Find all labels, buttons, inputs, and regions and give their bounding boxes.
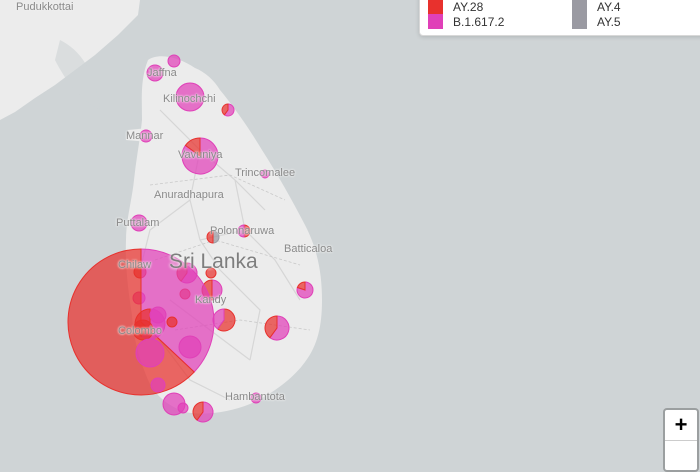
pie-slice xyxy=(296,281,314,299)
pie-slice xyxy=(264,315,278,339)
pie-marker[interactable] xyxy=(205,267,217,279)
pie-marker[interactable] xyxy=(237,224,251,238)
pie-slice xyxy=(216,308,236,332)
place-label-colombo: Colombo xyxy=(118,325,163,337)
pie-slice xyxy=(269,315,290,341)
legend-label: AY.5 xyxy=(597,14,621,29)
place-label-jaffna: Jaffna xyxy=(147,67,177,79)
map-canvas[interactable] xyxy=(0,0,700,450)
legend-swatch-b16172 xyxy=(428,14,443,29)
pie-marker[interactable] xyxy=(135,338,165,368)
place-label-hambantota: Hambantota xyxy=(225,391,285,403)
pie-slice xyxy=(132,319,154,341)
pie-marker[interactable] xyxy=(260,169,270,179)
pie-slice xyxy=(260,169,270,179)
india-inlet xyxy=(55,40,100,110)
pie-marker[interactable] xyxy=(212,308,236,332)
pie-marker[interactable] xyxy=(132,319,154,341)
pie-slice xyxy=(146,64,164,82)
pie-slice xyxy=(130,214,148,232)
legend-swatch-ay4 xyxy=(572,0,587,14)
pie-marker[interactable] xyxy=(250,392,262,404)
legend-label: B.1.617.2 xyxy=(453,14,505,29)
pie-slice xyxy=(223,103,235,117)
country-label: Sri Lanka xyxy=(169,250,258,273)
place-label-polonnaruwa: Polonnaruwa xyxy=(210,225,275,237)
zoom-control: + xyxy=(663,408,699,472)
pie-slice xyxy=(211,279,223,301)
place-label-mannar: Mannar xyxy=(126,130,164,142)
legend-item-b16172: B.1.617.2 xyxy=(428,14,504,29)
pie-marker[interactable] xyxy=(149,306,167,324)
pie-slice xyxy=(167,54,181,68)
pie-marker[interactable] xyxy=(181,137,219,175)
pie-marker[interactable] xyxy=(175,82,205,112)
pie-slice xyxy=(175,82,205,112)
place-label-anuradhapura: Anuradhapura xyxy=(154,189,224,201)
place-label-pudukkottai: Pudukkottai xyxy=(16,1,74,13)
legend-item-ay4: AY.4 xyxy=(572,0,621,14)
pie-slice xyxy=(135,338,165,368)
pie-marker[interactable] xyxy=(192,401,214,423)
legend: AY.28 B.1.617.2 AY.4 AY.5 xyxy=(419,0,700,36)
pie-slice xyxy=(139,129,153,143)
pie-slice xyxy=(296,281,306,291)
pie-slice xyxy=(221,103,229,116)
legend-label: AY.28 xyxy=(453,0,484,14)
pie-slice xyxy=(177,402,189,414)
pie-marker[interactable] xyxy=(221,103,235,117)
place-label-vavuniya: Vavuniya xyxy=(178,149,223,161)
legend-swatch-ay5 xyxy=(572,14,587,29)
place-label-kilinochchi: Kilinochchi xyxy=(163,93,216,105)
zoom-in-button[interactable]: + xyxy=(665,410,697,441)
marker-layer[interactable] xyxy=(67,54,314,423)
pie-marker[interactable] xyxy=(130,214,148,232)
pie-slice xyxy=(149,306,167,324)
pie-slice xyxy=(166,316,178,328)
pie-slice xyxy=(192,401,204,421)
pie-marker[interactable] xyxy=(178,335,202,359)
legend-label: AY.4 xyxy=(597,0,621,14)
pie-slice xyxy=(150,377,166,393)
pie-slice xyxy=(206,230,214,244)
pie-slice xyxy=(250,392,262,404)
pie-slice xyxy=(243,224,251,238)
pie-marker[interactable] xyxy=(166,316,178,328)
pie-marker[interactable] xyxy=(206,230,220,244)
pie-marker[interactable] xyxy=(264,315,290,341)
pie-slice xyxy=(212,308,225,330)
pie-marker[interactable] xyxy=(146,64,164,82)
pie-slice xyxy=(237,224,245,238)
place-label-puttalam: Puttalam xyxy=(116,217,160,229)
pie-slice xyxy=(184,137,201,157)
legend-item-ay28: AY.28 xyxy=(428,0,483,14)
pie-marker[interactable] xyxy=(150,377,166,393)
legend-item-ay5: AY.5 xyxy=(572,14,621,29)
pie-slice xyxy=(205,267,217,279)
pie-slice xyxy=(178,335,202,359)
pie-marker[interactable] xyxy=(139,129,153,143)
pie-slice xyxy=(212,230,220,244)
legend-swatch-ay28 xyxy=(428,0,443,14)
place-label-kandy: Kandy xyxy=(195,294,227,306)
pie-marker[interactable] xyxy=(296,281,314,299)
pie-slice xyxy=(196,401,214,423)
place-label-trincomalee: Trincomalee xyxy=(235,167,296,179)
pie-marker[interactable] xyxy=(177,402,189,414)
place-label-chilaw: Chilaw xyxy=(118,259,152,271)
pie-marker[interactable] xyxy=(167,54,181,68)
place-label-batticaloa: Batticaloa xyxy=(284,243,333,255)
